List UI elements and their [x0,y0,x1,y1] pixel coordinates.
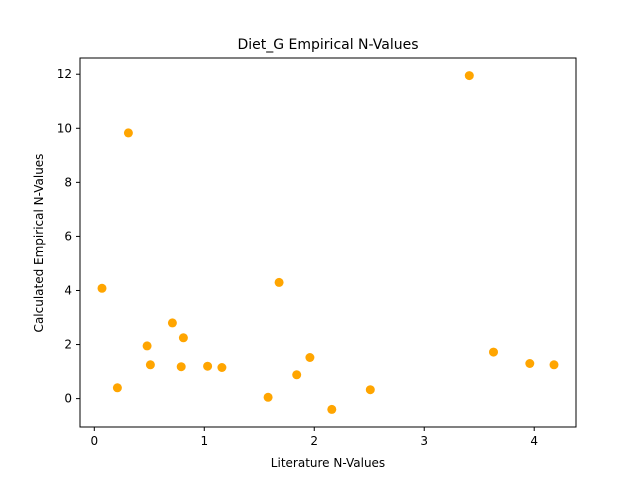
data-point-1 [97,283,107,293]
y-tick-label: 6 [64,229,72,243]
data-point-8 [178,333,188,343]
data-point-5 [145,360,155,370]
plot-frame [80,58,576,427]
data-point-10 [217,363,227,372]
y-axis: 0 2 4 6 8 10 12 [57,67,80,406]
data-point-15 [327,404,337,414]
y-tick-label: 4 [64,283,72,297]
x-tick-label: 4 [530,434,538,448]
data-point-11 [263,392,273,402]
x-tick-label: 1 [200,434,208,448]
data-point-20 [549,360,559,370]
y-axis-label: Calculated Empirical N-Values [32,154,46,333]
y-tick-label: 0 [64,392,72,406]
x-tick-label: 2 [310,434,318,448]
chart-title: Diet_G Empirical N-Values [237,37,418,53]
data-point-3 [123,128,133,138]
x-tick-label: 0 [90,434,98,448]
data-point-14 [305,353,315,362]
data-point-4 [142,341,152,351]
data-point-2 [112,383,122,393]
data-point-7 [176,362,186,372]
data-points [97,71,559,414]
y-tick-label: 12 [57,67,72,81]
data-point-9 [203,361,213,371]
x-tick-label: 3 [420,434,428,448]
data-point-19 [525,359,535,368]
data-point-18 [489,347,498,357]
data-point-13 [292,370,302,380]
x-axis-label: Literature N-Values [271,456,385,470]
y-tick-label: 2 [64,338,72,352]
data-point-17 [464,71,474,81]
plot-border [79,57,577,428]
data-point-6 [167,318,177,328]
y-tick-label: 10 [57,121,72,135]
data-point-12 [274,277,284,287]
y-tick-label: 8 [64,175,72,189]
data-point-16 [365,385,375,395]
x-axis: 0 1 2 3 4 [90,427,538,448]
